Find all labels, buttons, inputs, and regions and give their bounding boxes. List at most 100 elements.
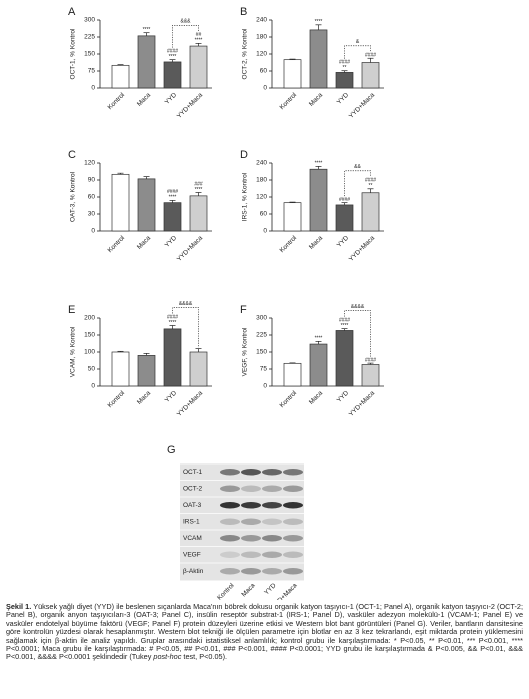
y-tick-label: 150 [84,51,95,58]
blot-band [262,469,282,476]
y-tick-label: 225 [256,332,267,339]
y-tick-label: 120 [256,51,267,58]
bar [111,173,130,232]
bar [361,62,380,89]
bar [137,35,156,89]
significance-mark: #### [167,189,178,195]
y-tick-label: 200 [84,315,95,322]
caption-italic: post-hoc [153,652,182,662]
x-tick-label: Maca [136,234,152,250]
y-tick-label: 0 [263,85,267,92]
bracket-label: && [354,164,361,170]
y-tick-label: 100 [84,349,95,356]
significance-mark: ### [194,181,203,187]
protein-label: IRS-1 [183,518,200,525]
significance-mark: ** [343,65,347,71]
y-tick-label: 0 [91,383,95,390]
blot-band [262,502,282,509]
y-tick-label: 0 [91,85,95,92]
significance-mark: **** [195,187,203,193]
bar [283,59,302,89]
caption: Şekil 1. Yüksek yağlı diyet (YYD) ile be… [6,602,523,662]
lane-label: Kontrol [216,582,236,600]
y-axis-label: VEGF, % Kontrol [242,327,249,376]
y-tick-label: 225 [84,34,95,41]
y-tick-label: 0 [263,383,267,390]
panel-letter: F [240,304,247,316]
blot-band [220,502,240,509]
y-tick-label: 60 [88,194,96,201]
blot-band [241,469,261,476]
significance-mark: #### [365,53,376,59]
blot-band [283,535,303,542]
y-tick-label: 150 [256,349,267,356]
significance-mark: ** [369,183,373,189]
bar [361,364,380,387]
significance-mark: #### [339,60,350,66]
y-tick-label: 120 [84,160,95,167]
y-axis-label: OCT-2, % Kontrol [242,28,249,79]
y-tick-label: 90 [88,177,96,184]
significance-mark: ## [196,32,202,38]
y-axis-label: OAT-3, % Kontrol [70,171,77,222]
x-tick-label: Maca [308,389,324,405]
x-tick-label: YYD [164,91,179,106]
bar [361,192,380,232]
significance-mark: **** [169,54,177,60]
blot-band [262,485,282,492]
x-tick-label: Kontrol [279,91,299,111]
protein-label: OCT-2 [183,485,203,492]
y-tick-label: 0 [91,228,95,235]
bar [335,330,354,387]
blot-band [262,535,282,542]
y-tick-label: 120 [256,194,267,201]
x-tick-label: Kontrol [107,91,127,111]
bar [309,343,328,387]
y-tick-label: 75 [88,68,96,75]
y-tick-label: 240 [256,17,267,24]
bar [137,178,156,232]
blot-band [220,469,240,476]
significance-mark: **** [169,320,177,326]
protein-label: OAT-3 [183,502,202,509]
x-tick-label: YYD [164,389,179,404]
blot-band [220,485,240,492]
y-tick-label: 60 [260,211,268,218]
protein-label: OCT-1 [183,469,203,476]
panel-letter: B [240,6,247,18]
significance-mark: **** [195,38,203,44]
panel-letter: C [68,149,76,161]
significance-mark: #### [339,197,350,203]
significance-mark: #### [365,357,376,363]
panel-letter: A [68,6,76,18]
bracket-label: &&&& [351,304,365,310]
significance-mark: **** [315,336,323,342]
significance-bracket [344,310,371,357]
bar [309,168,328,232]
bar [111,351,130,387]
x-tick-label: Kontrol [279,234,299,254]
x-tick-label: Kontrol [107,389,127,409]
y-axis-label: OCT-1, % Kontrol [70,28,77,79]
blot-band [283,469,303,476]
bar [335,72,354,89]
protein-label: VEGF [183,551,201,558]
bar [189,351,208,387]
significance-mark: #### [167,48,178,54]
x-tick-label: YYD+Maca [176,91,205,120]
blot-band [262,551,282,558]
x-tick-label: Kontrol [107,234,127,254]
bracket-label: &&&& [179,301,193,307]
significance-bracket [344,45,371,59]
blot-band [283,502,303,509]
bar [137,355,156,387]
lane-label: YYD [263,582,278,597]
bar [283,362,302,387]
y-tick-label: 75 [260,366,268,373]
significance-bracket [344,170,371,197]
x-tick-label: Maca [136,389,152,405]
blot-band [241,502,261,509]
blot-band [220,568,240,575]
x-tick-label: Maca [308,91,324,107]
